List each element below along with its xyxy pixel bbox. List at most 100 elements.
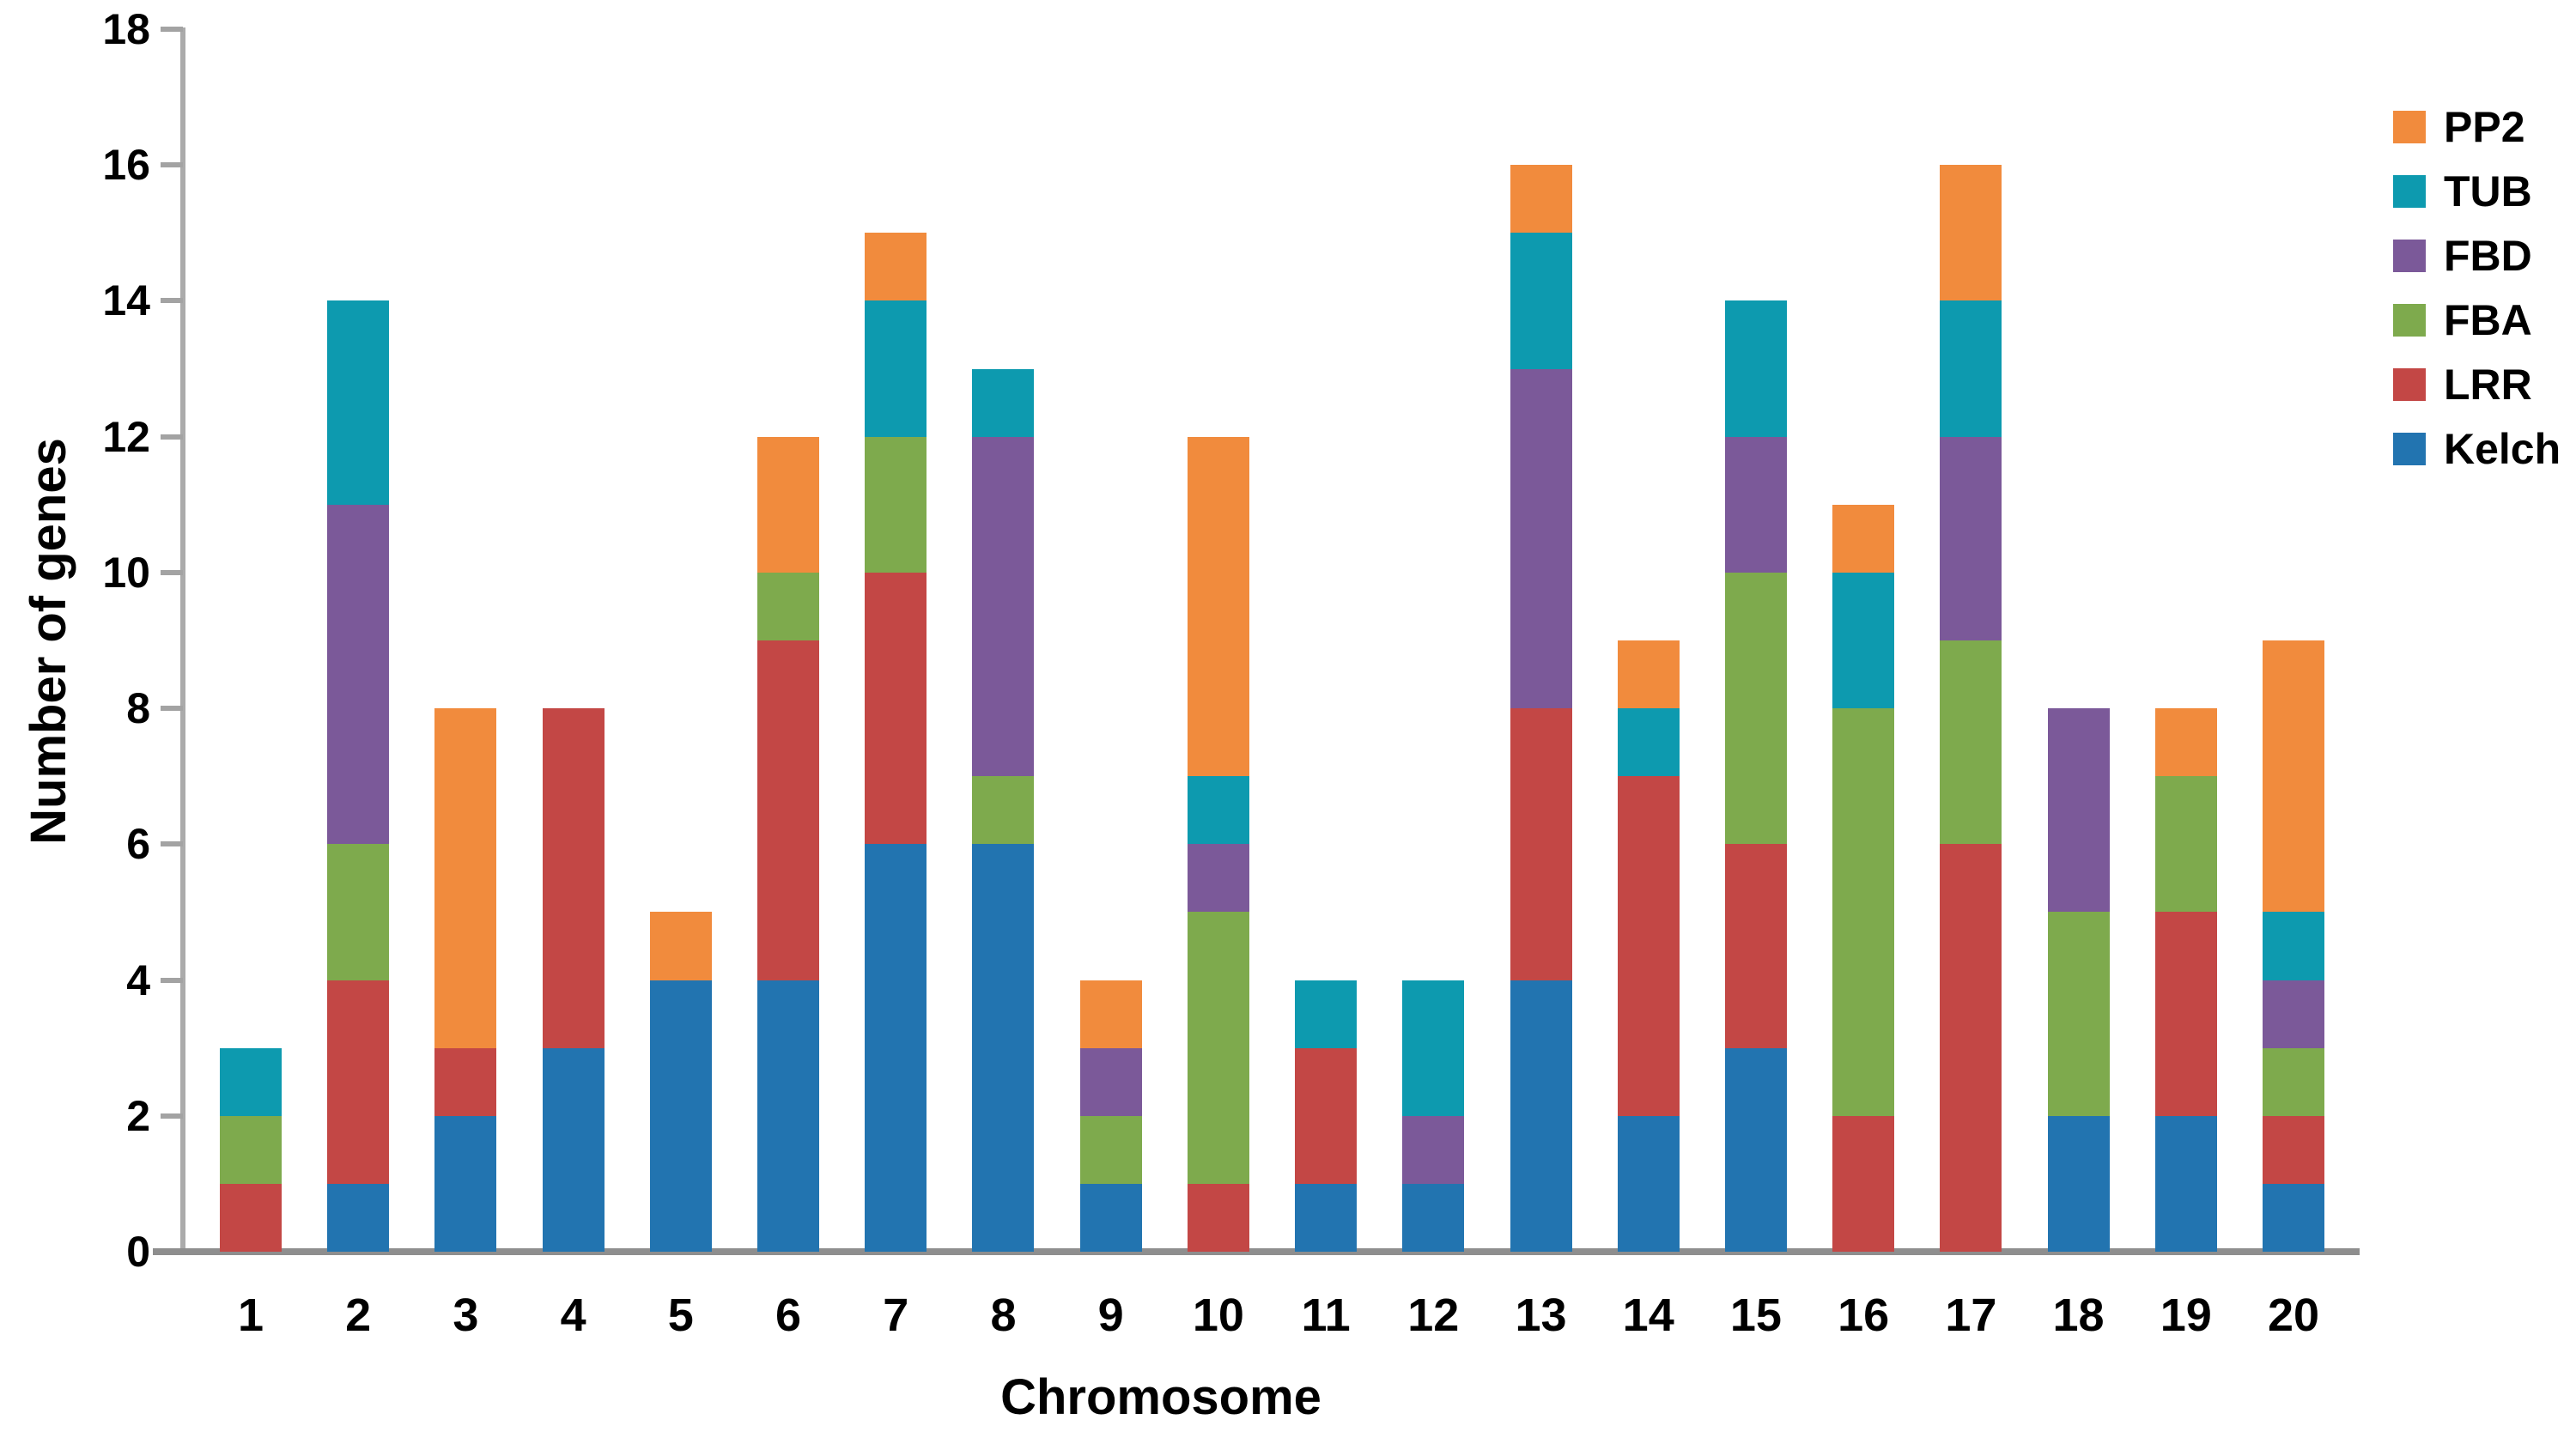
y-tick-label: 6 — [126, 820, 150, 869]
x-tick-label-15: 15 — [1729, 1289, 1782, 1341]
bar-segment-pp2 — [2154, 708, 2217, 777]
bar-segment-kelch — [434, 1115, 497, 1252]
x-tick-label-16: 16 — [1838, 1289, 1890, 1341]
y-axis-title: Number of genes — [21, 438, 76, 845]
bar-segment-lrr — [2262, 1115, 2324, 1184]
bar-segment-pp2 — [1079, 980, 1142, 1048]
y-tick-label: 8 — [126, 684, 150, 733]
bar-segment-kelch — [1617, 1115, 1680, 1252]
bar-segment-lrr — [1510, 708, 1572, 980]
bar-segment-fbd — [2047, 708, 2110, 913]
bar-segment-fba — [2154, 776, 2217, 913]
x-tick-label-1: 1 — [237, 1289, 264, 1341]
bar-segment-tub — [220, 1047, 282, 1116]
bar-chromosome-14 — [1617, 640, 1680, 1252]
bar-segment-tub — [1832, 572, 1895, 709]
bar-segment-fba — [220, 1115, 282, 1184]
bar-chromosome-6 — [757, 436, 820, 1252]
bar-segment-pp2 — [434, 708, 497, 1048]
bar-segment-kelch — [649, 980, 712, 1252]
bar-chromosome-4 — [542, 708, 605, 1252]
bar-segment-lrr — [1724, 844, 1787, 1048]
legend-swatch-fbd — [2393, 240, 2426, 272]
x-tick-label-8: 8 — [990, 1289, 1017, 1341]
y-tick-mark — [161, 977, 183, 983]
bar-segment-fbd — [972, 436, 1035, 777]
y-tick-label: 12 — [102, 412, 150, 461]
bar-segment-tub — [1724, 300, 1787, 437]
bar-segment-tub — [972, 368, 1035, 437]
bar-segment-fbd — [327, 504, 390, 845]
bar-chromosome-11 — [1295, 980, 1358, 1252]
legend-label-kelch: Kelch — [2444, 425, 2561, 473]
bar-chromosome-17 — [1940, 165, 2002, 1252]
x-tick-label-5: 5 — [667, 1289, 694, 1341]
x-tick-label-17: 17 — [1945, 1289, 1997, 1341]
bar-segment-fbd — [1940, 436, 2002, 641]
bar-segment-kelch — [1510, 980, 1572, 1252]
legend-label-lrr: LRR — [2444, 361, 2532, 409]
bar-chromosome-18 — [2047, 708, 2110, 1252]
legend-label-fba: FBA — [2444, 296, 2532, 344]
x-tick-label-18: 18 — [2052, 1289, 2105, 1341]
bar-segment-pp2 — [1510, 165, 1572, 234]
bar-segment-kelch — [2262, 1183, 2324, 1252]
bar-segment-pp2 — [1617, 640, 1680, 709]
bar-segment-fba — [1940, 640, 2002, 845]
bar-segment-tub — [2262, 912, 2324, 980]
bar-chromosome-16 — [1832, 504, 1895, 1252]
legend-item-fbd: FBD — [2393, 234, 2561, 277]
y-axis-line — [180, 27, 185, 1253]
bar-segment-lrr — [2154, 912, 2217, 1116]
bar-segment-tub — [327, 300, 390, 505]
legend-item-lrr: LRR — [2393, 361, 2561, 409]
x-tick-label-12: 12 — [1407, 1289, 1460, 1341]
bar-segment-lrr — [1940, 844, 2002, 1252]
bar-segment-fba — [1079, 1115, 1142, 1184]
bar-chromosome-2 — [327, 300, 390, 1252]
bar-segment-lrr — [220, 1183, 282, 1252]
bar-segment-pp2 — [649, 912, 712, 980]
legend-swatch-kelch — [2393, 433, 2426, 465]
y-tick-mark — [161, 162, 183, 168]
x-tick-label-6: 6 — [775, 1289, 802, 1341]
y-tick-label: 16 — [102, 141, 150, 190]
y-tick-mark — [161, 569, 183, 575]
x-tick-label-11: 11 — [1301, 1289, 1351, 1341]
y-tick-label: 18 — [102, 5, 150, 54]
y-tick-label: 2 — [126, 1091, 150, 1140]
bar-segment-lrr — [1187, 1183, 1249, 1252]
bar-segment-kelch — [865, 844, 927, 1252]
bar-segment-lrr — [1617, 776, 1680, 1116]
bar-segment-tub — [1510, 233, 1572, 369]
bar-segment-tub — [1187, 776, 1249, 845]
x-tick-label-2: 2 — [345, 1289, 372, 1341]
legend-swatch-tub — [2393, 175, 2426, 208]
bar-segment-pp2 — [2262, 640, 2324, 913]
bar-segment-kelch — [757, 980, 820, 1252]
bar-segment-lrr — [1295, 1047, 1358, 1184]
bar-segment-lrr — [542, 708, 605, 1048]
bar-chromosome-15 — [1724, 300, 1787, 1252]
bar-chromosome-20 — [2262, 640, 2324, 1252]
legend-item-kelch: Kelch — [2393, 425, 2561, 473]
bar-segment-fba — [1187, 912, 1249, 1184]
bar-segment-fba — [865, 436, 927, 573]
bar-chromosome-12 — [1402, 980, 1465, 1252]
x-tick-label-14: 14 — [1622, 1289, 1674, 1341]
bar-segment-fba — [972, 776, 1035, 845]
bar-segment-tub — [1402, 980, 1465, 1116]
bar-segment-kelch — [327, 1183, 390, 1252]
bar-segment-lrr — [1832, 1115, 1895, 1252]
bar-segment-fba — [327, 844, 390, 980]
x-tick-label-7: 7 — [883, 1289, 909, 1341]
y-tick-label: 4 — [126, 956, 150, 1004]
bar-segment-fbd — [1510, 368, 1572, 709]
bar-segment-fba — [2262, 1047, 2324, 1116]
bar-segment-tub — [1617, 708, 1680, 777]
bar-segment-fba — [1724, 572, 1787, 845]
bar-segment-pp2 — [757, 436, 820, 573]
bar-segment-kelch — [2047, 1115, 2110, 1252]
y-tick-mark — [161, 706, 183, 712]
